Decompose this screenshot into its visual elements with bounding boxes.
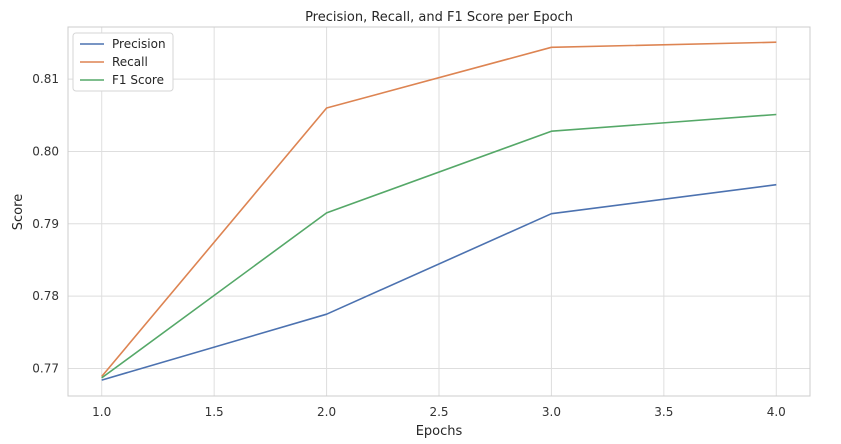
x-tick-label: 4.0 xyxy=(767,405,786,419)
legend-box xyxy=(72,32,174,92)
series-line-f1-score xyxy=(101,113,777,379)
y-tick-label: 0.80 xyxy=(32,144,59,158)
x-tick-label: 1.0 xyxy=(92,405,111,419)
x-axis-ticks: 1.0 1.5 2.0 2.5 3.0 3.5 4.0 xyxy=(92,405,786,419)
y-axis-ticks: 0.77 0.78 0.79 0.80 0.81 xyxy=(32,72,59,375)
y-tick-label: 0.81 xyxy=(32,72,59,86)
series-line-precision xyxy=(101,183,777,381)
series-layer xyxy=(101,41,777,381)
legend-label-recall: Recall xyxy=(112,55,148,69)
x-tick-label: 2.0 xyxy=(317,405,336,419)
series-line-recall xyxy=(101,41,777,378)
x-axis-title: Epochs xyxy=(416,424,463,439)
legend-label-f1-score: F1 Score xyxy=(112,73,164,87)
y-tick-label: 0.77 xyxy=(32,362,59,376)
legend-label-precision: Precision xyxy=(112,37,166,51)
chart-title: Precision, Recall, and F1 Score per Epoc… xyxy=(305,10,573,25)
x-tick-label: 3.0 xyxy=(542,405,561,419)
plot-border xyxy=(67,26,811,397)
y-tick-label: 0.79 xyxy=(32,217,59,231)
x-tick-label: 2.5 xyxy=(429,405,448,419)
y-axis-title: Score xyxy=(11,194,26,230)
x-tick-label: 1.5 xyxy=(205,405,224,419)
grid-lines xyxy=(68,27,810,396)
y-tick-label: 0.78 xyxy=(32,289,59,303)
x-tick-label: 3.5 xyxy=(654,405,673,419)
legend: Precision Recall F1 Score xyxy=(72,32,174,92)
